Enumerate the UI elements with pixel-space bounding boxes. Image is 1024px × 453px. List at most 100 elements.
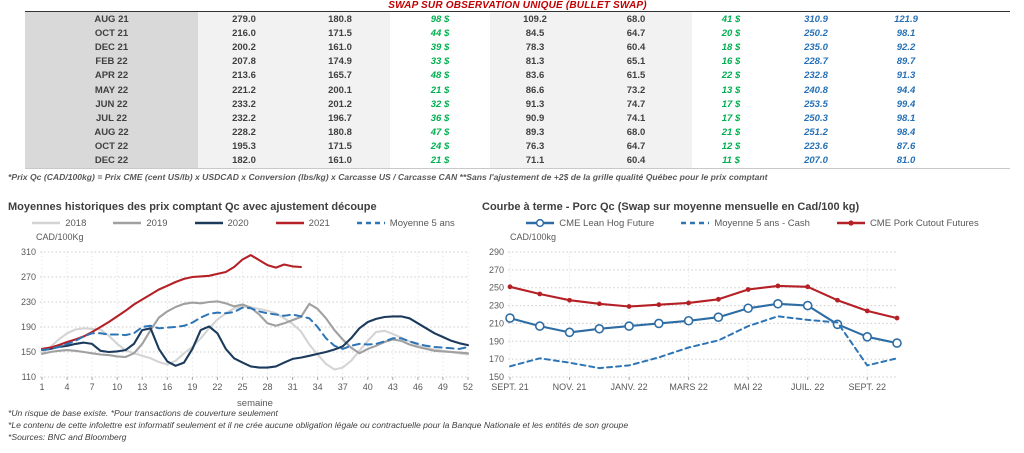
filler-cell [950, 26, 1010, 41]
page-title: SWAP SUR OBSERVATION UNIQUE (BULLET SWAP… [388, 0, 647, 11]
data-point [564, 327, 575, 338]
month-cell: FEB 22 [25, 54, 198, 69]
svg-text:230: 230 [489, 301, 504, 311]
value-cell: 196.7 [290, 111, 390, 126]
value-cell: 91.3 [490, 97, 580, 112]
legend-label: 2021 [308, 217, 330, 229]
left-chart-x-axis-label: semaine [237, 398, 273, 409]
filler-cell [950, 82, 1010, 98]
value-cell: 21 $ [390, 82, 490, 98]
value-cell: 200.1 [290, 82, 390, 98]
line-chart-svg: 150 170 190 210 230 250 270 290 SEPT. 21 NOV. 21 J… [489, 247, 902, 392]
svg-text:MARS 22: MARS 22 [669, 382, 708, 392]
value-cell: 76.3 [490, 139, 580, 154]
value-cell: 98.1 [862, 111, 950, 126]
value-cell: 39 $ [390, 40, 490, 55]
legend-item: 2020 [194, 218, 249, 229]
svg-text:52: 52 [463, 382, 473, 392]
value-cell: 195.3 [198, 139, 290, 154]
data-point [715, 296, 721, 302]
data-point [505, 313, 515, 323]
left-chart-title: Moyennes historiques des prix comptant Q… [8, 201, 377, 213]
value-cell: 165.7 [290, 68, 390, 83]
value-cell: 99.4 [862, 97, 950, 112]
value-cell: 253.5 [770, 97, 862, 112]
value-cell: 98 $ [390, 11, 490, 27]
svg-text:JANV. 22: JANV. 22 [610, 382, 647, 392]
historical-prices-chart-section: Moyennes historiques des prix comptant Q… [8, 201, 478, 409]
value-cell: 44 $ [390, 26, 490, 41]
svg-text:SEPT. 21: SEPT. 21 [491, 382, 529, 392]
svg-text:34: 34 [313, 382, 323, 392]
series-2019 [40, 300, 470, 359]
data-point [683, 315, 694, 326]
svg-text:22: 22 [212, 382, 222, 392]
data-point [775, 283, 781, 289]
month-cell: AUG 22 [25, 125, 198, 140]
legend-swatch-icon [681, 221, 710, 225]
value-cell: 60.4 [580, 40, 692, 55]
legend-item: CME Pork Cutout Futures [836, 218, 979, 229]
month-cell: DEC 22 [25, 153, 198, 169]
legend-label: 2019 [146, 217, 168, 229]
value-cell: 228.7 [770, 54, 862, 69]
svg-text:190: 190 [489, 336, 504, 346]
value-cell: 221.2 [198, 82, 290, 98]
right-chart-legend: CME Lean Hog Future Moyenne 5 ans - Cash C… [482, 217, 1022, 229]
value-cell: 21 $ [390, 153, 490, 169]
svg-text:31: 31 [288, 382, 298, 392]
svg-text:250: 250 [489, 283, 504, 293]
value-cell: 17 $ [692, 111, 770, 126]
month-cell: APR 22 [25, 68, 198, 83]
legend-swatch-icon [113, 221, 142, 225]
value-cell: 251.2 [770, 125, 862, 140]
svg-text:NOV. 21: NOV. 21 [553, 382, 587, 392]
legend-label: Moyenne 5 ans - Cash [714, 217, 810, 229]
svg-text:270: 270 [489, 265, 504, 275]
svg-text:190: 190 [21, 322, 36, 332]
value-cell: 41 $ [692, 11, 770, 27]
line-chart-svg: 110 150 190 230 270 310 1 4 7 10 13 16 19 22 25 28 31 34 3… [21, 247, 473, 392]
legend-item: 2018 [31, 218, 86, 229]
series-moyenne-5-ans-cash [509, 315, 898, 370]
filler-cell [950, 139, 1010, 154]
table-row: MAY 22 221.2 200.1 21 $86.6 73.2 13 $240.8 94.… [25, 82, 1010, 98]
data-point [567, 297, 572, 303]
note-risk: *Un risque de base existe. *Pour transac… [8, 408, 278, 418]
svg-text:4: 4 [65, 382, 70, 392]
legend-swatch-icon [356, 221, 385, 225]
value-cell: 233.2 [198, 97, 290, 112]
value-cell: 180.8 [290, 125, 390, 140]
value-cell: 87.6 [862, 139, 950, 154]
svg-text:13: 13 [137, 382, 147, 392]
legend-item: CME Lean Hog Future [525, 218, 654, 229]
series-moyenne-5-ans [41, 306, 469, 352]
value-cell: 11 $ [692, 153, 770, 169]
legend-label: 2018 [65, 217, 87, 229]
historical-prices-line-chart: 110 150 190 230 270 310 1 4 7 10 13 16 19 22 25 28 31 34 3… [8, 244, 478, 399]
value-cell: 22 $ [692, 68, 770, 83]
data-point [507, 284, 513, 290]
data-point [802, 300, 813, 311]
value-cell: 81.3 [490, 54, 580, 69]
svg-text:MAI 22: MAI 22 [734, 382, 763, 392]
table-row: DEC 21 200.2 161.0 39 $78.3 60.4 18 $235.0 92.… [25, 40, 1010, 55]
filler-cell [950, 40, 1010, 55]
series-2020 [40, 315, 470, 369]
data-point [624, 321, 634, 331]
svg-text:10: 10 [112, 382, 122, 392]
value-cell: 310.9 [770, 11, 862, 27]
left-chart-y-axis-label: CAD/100Kg [36, 232, 84, 242]
value-cell: 240.8 [770, 82, 862, 98]
data-point [654, 318, 664, 329]
value-cell: 13 $ [692, 82, 770, 98]
value-cell: 213.6 [198, 68, 290, 83]
svg-text:40: 40 [363, 382, 373, 392]
right-chart-title: Courbe à terme - Porc Qc (Swap sur moyen… [482, 201, 860, 213]
legend-label: 2020 [227, 217, 249, 229]
value-cell: 90.9 [490, 111, 580, 126]
month-cell: JUL 22 [25, 111, 198, 126]
legend-item: 2019 [112, 217, 168, 229]
data-point [534, 321, 545, 331]
